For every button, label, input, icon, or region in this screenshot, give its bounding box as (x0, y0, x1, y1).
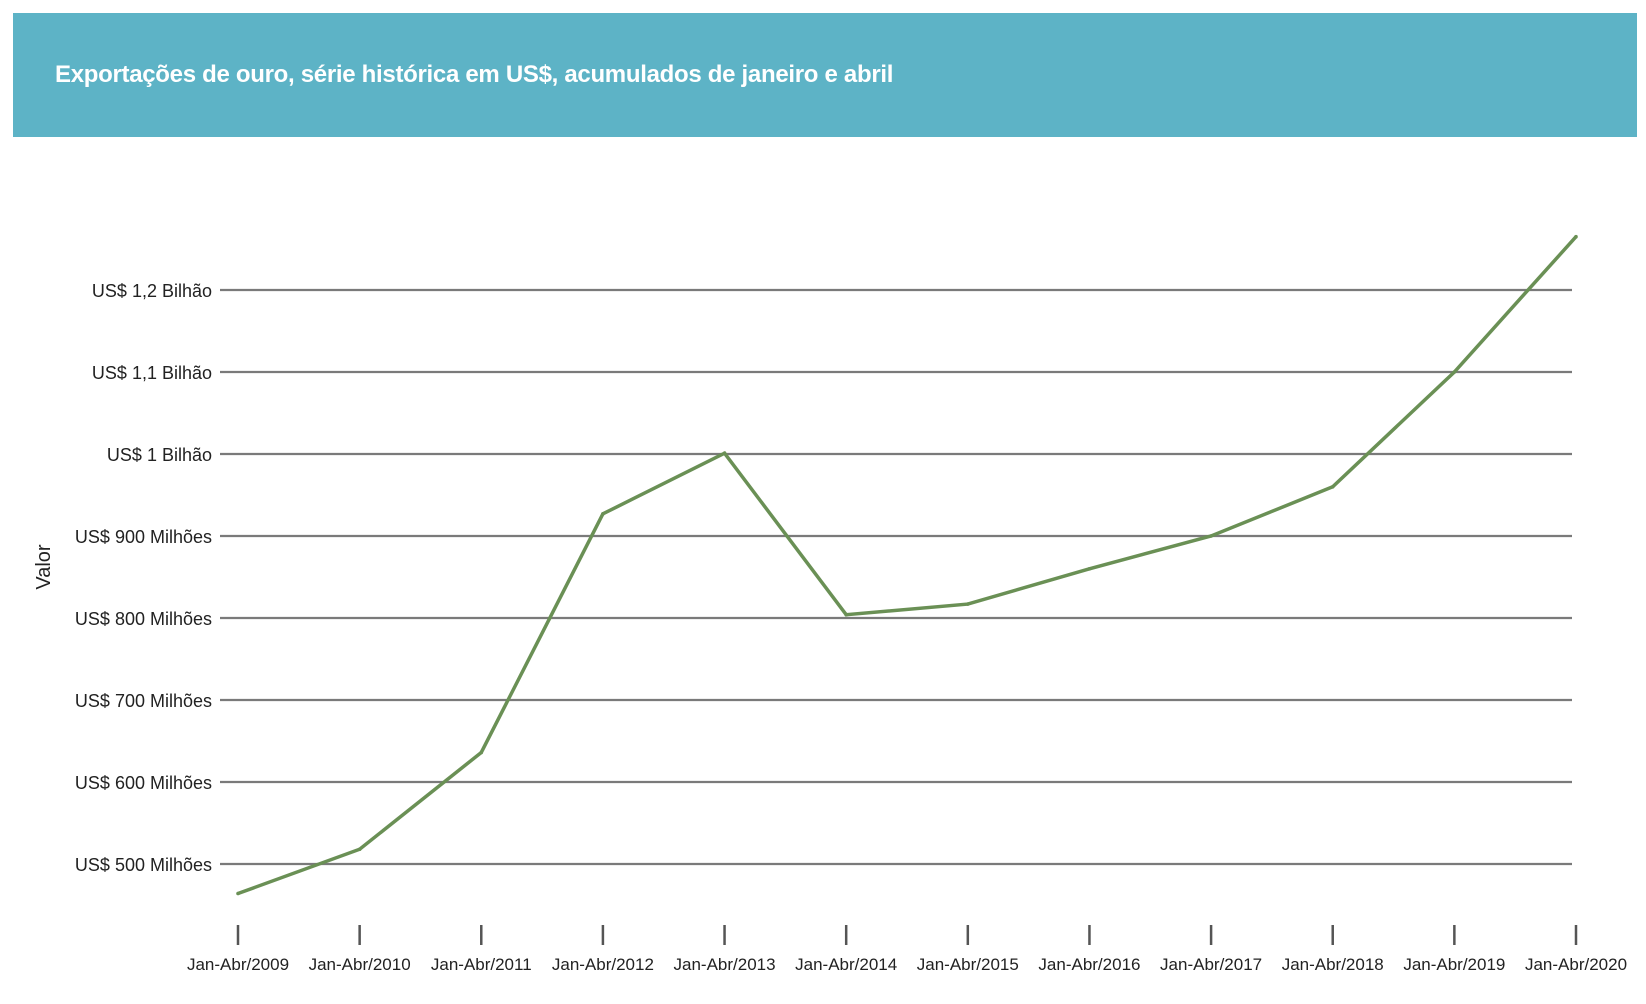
x-tick-label: Jan-Abr/2012 (552, 955, 654, 974)
series-group (236, 234, 1578, 896)
title-banner: Exportações de ouro, série histórica em … (13, 13, 1637, 137)
data-point (236, 891, 240, 896)
data-point (1330, 485, 1335, 489)
data-point (1087, 567, 1092, 571)
chart-title: Exportações de ouro, série histórica em … (55, 61, 894, 88)
data-point (601, 512, 605, 516)
x-tick-label: Jan-Abr/2019 (1403, 955, 1505, 974)
y-tick-label: US$ 900 Milhões (75, 527, 212, 547)
y-axis-label: Valor (33, 544, 55, 590)
x-tick-label: Jan-Abr/2018 (1282, 955, 1384, 974)
y-tick-label: US$ 1 Bilhão (107, 445, 212, 465)
x-tick-label: Jan-Abr/2013 (674, 955, 776, 974)
data-point (722, 451, 727, 455)
x-tick-label: Jan-Abr/2020 (1525, 955, 1627, 974)
y-tick-label: US$ 600 Milhões (75, 773, 212, 793)
data-point (1452, 370, 1457, 374)
y-tick-label: US$ 700 Milhões (75, 691, 212, 711)
x-tick-label: Jan-Abr/2009 (187, 955, 289, 974)
data-point (479, 750, 484, 755)
y-tick-label: US$ 1,1 Bilhão (92, 363, 212, 383)
data-point (844, 612, 848, 617)
gridlines (220, 288, 1572, 866)
data-point (357, 847, 362, 852)
y-axis-tick-labels: US$ 500 Milhões US$ 600 Milhões US$ 700 Mi… (75, 281, 212, 875)
series-line (237, 235, 1578, 896)
x-tick-label: Jan-Abr/2014 (795, 955, 897, 974)
data-point (966, 602, 970, 606)
x-tick-label: Jan-Abr/2011 (431, 955, 532, 974)
y-tick-label: US$ 500 Milhões (75, 855, 212, 875)
y-tick-label: US$ 800 Milhões (75, 609, 212, 629)
x-axis-ticks: Jan-Abr/2009 Jan-Abr/2010 Jan-Abr/2011 Jan-… (187, 925, 1627, 974)
x-tick-label: Jan-Abr/2010 (309, 955, 411, 974)
x-tick-label: Jan-Abr/2015 (917, 955, 1019, 974)
data-point (1574, 234, 1578, 239)
y-tick-label: US$ 1,2 Bilhão (92, 281, 212, 301)
data-point (1209, 534, 1213, 538)
x-tick-label: Jan-Abr/2016 (1038, 955, 1140, 974)
x-tick-label: Jan-Abr/2017 (1160, 955, 1262, 974)
